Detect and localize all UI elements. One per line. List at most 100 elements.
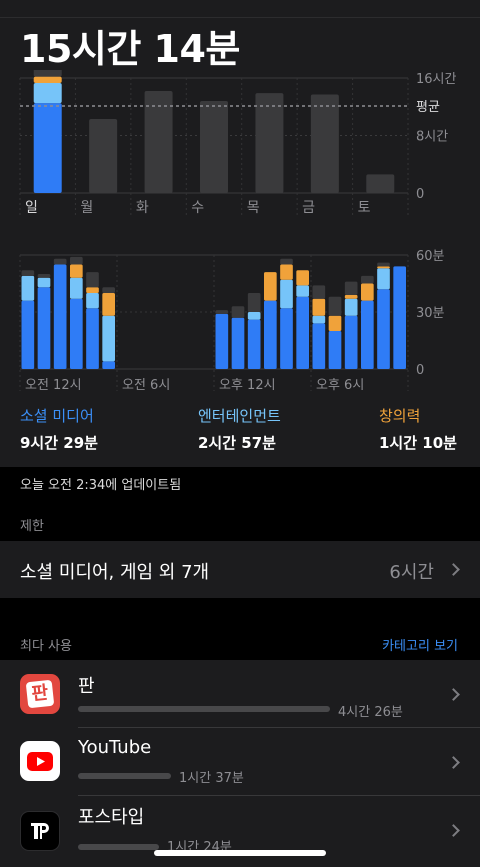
hourly-usage-chart: 오전 12시 오전 6시 오후 12시 오후 6시 60분 30분 0 [19,249,445,393]
app-usage-time: 1시간 37분 [179,771,244,786]
app-row-youtube[interactable]: YouTube 1시간 37분 [0,728,480,796]
app-name: YouTube [78,737,152,758]
weekday-label: 금 [302,200,315,216]
hourly-bar-other [215,310,229,314]
hourly-bar-creativity [102,293,115,316]
limits-section-label: 제한 [20,519,44,534]
y-tick-label: 16시간 [416,72,457,87]
hourly-bar-creativity [344,294,358,299]
hourly-bar-other [280,258,293,265]
weekly-bar-other [255,93,284,193]
legend-creativity-label: 창의력 [379,407,421,425]
hourly-bar-social [361,300,374,369]
hourly-bar-entertainment [86,293,99,309]
youtube-icon [20,741,60,781]
legend-social: 소셜 미디어 9시간 29분 [20,405,98,453]
hourly-bar-entertainment [296,285,309,297]
weekday-label: 일 [25,200,38,216]
usage-bar [78,773,171,779]
hourly-bar-other [328,296,342,316]
hourly-bar-entertainment [247,312,261,320]
y-tick-label: 0 [416,187,424,202]
hourly-bar-creativity [328,315,342,331]
weekday-label: 토 [358,200,371,216]
legend-entertainment: 엔터테인먼트 2시간 57분 [198,405,281,453]
hourly-bar-entertainment [37,277,51,288]
hourly-bar-entertainment [280,279,293,309]
limits-card: 소셜 미디어, 게임 외 7개 6시간 [0,541,480,598]
hourly-bar-other [361,275,374,284]
most-used-section-label: 최다 사용 [20,639,72,654]
app-usage-time: 4시간 26분 [338,705,403,720]
weekly-usage-chart: 일 월 화 수 목 금 토 평균 16시간 8시간 0 [19,70,457,216]
legend-creativity-value: 1시간 10분 [379,434,457,452]
hourly-bar-social [247,319,261,369]
hourly-bar-entertainment [102,315,115,362]
hourly-bar-social [377,289,390,369]
usage-bar [78,706,330,712]
hourly-bar-social [393,266,406,369]
limit-row[interactable]: 소셜 미디어, 게임 외 7개 6시간 [0,541,480,598]
hour-label: 오전 12시 [25,378,82,393]
hourly-bar-social [21,300,35,369]
weekly-bar-other [310,94,339,193]
y-tick-label: 60분 [416,249,445,264]
weekly-bar-other [366,174,395,193]
hour-label: 오후 12시 [219,378,276,393]
hourly-bar-creativity [264,272,277,301]
divider [78,795,480,796]
hourly-bar-entertainment [312,315,326,324]
hourly-bar-social [344,315,358,369]
hourly-bar-entertainment [21,275,35,301]
weekday-label: 월 [80,200,93,216]
average-label: 평균 [416,100,440,115]
total-screen-time: 15시간 14분 [20,27,240,71]
hourly-bar-social [264,300,277,369]
hourly-bar-social [37,287,51,369]
y-tick-label: 0 [416,363,424,378]
hourly-bar-creativity [296,270,309,286]
hourly-bar-other [70,256,83,265]
chevron-right-icon [447,756,460,769]
hourly-bar-creativity [361,283,374,301]
weekly-bar-other [89,118,118,193]
weekly-bar-creativity [33,76,62,84]
hourly-bar-social [328,331,342,369]
app-row-pann[interactable]: 판 판 4시간 26분 [0,660,480,728]
chevron-right-icon [447,824,460,837]
hourly-bar-social [296,296,309,369]
legend-social-value: 9시간 29분 [20,434,98,452]
hourly-bar-entertainment [70,277,83,299]
summary-card: 15시간 14분 일 월 화 수 목 금 토 평균 16시간 8시간 0 오전 12시 오전 6시 오후… [0,0,480,467]
hourly-bar-social [86,308,99,369]
hourly-bar-other [21,270,35,276]
most-used-apps-card: 판 판 4시간 26분 YouTube 1시간 37분 포스타입 [0,660,480,867]
hourly-bar-social [280,308,293,369]
hourly-bar-other [247,293,261,312]
legend-entertainment-value: 2시간 57분 [198,434,276,452]
hourly-bar-other [231,306,245,318]
hourly-bar-other [102,287,115,293]
home-indicator[interactable] [154,850,326,856]
hourly-bar-other [86,272,99,288]
hourly-bar-creativity [70,264,83,278]
hourly-bar-creativity [280,264,293,280]
weekly-bar-social [33,103,62,193]
weekly-bar-other [200,101,228,193]
limit-title: 소셜 미디어, 게임 외 7개 [20,562,210,583]
legend-social-label: 소셜 미디어 [20,407,94,425]
divider [78,727,480,728]
show-categories-link[interactable]: 카테고리 보기 [382,639,458,654]
legend-entertainment-label: 엔터테인먼트 [198,407,281,425]
divider [0,17,480,18]
pann-icon: 판 [20,674,60,714]
hourly-bar-social [102,361,115,369]
usage-bar [78,844,159,850]
hourly-bar-creativity [312,298,326,316]
hourly-bar-creativity [377,266,390,269]
hourly-bar-other [37,274,51,278]
hourly-bar-social [53,264,67,369]
hourly-bar-other [377,262,390,267]
postype-icon [20,811,60,851]
hourly-bar-entertainment [377,268,390,290]
